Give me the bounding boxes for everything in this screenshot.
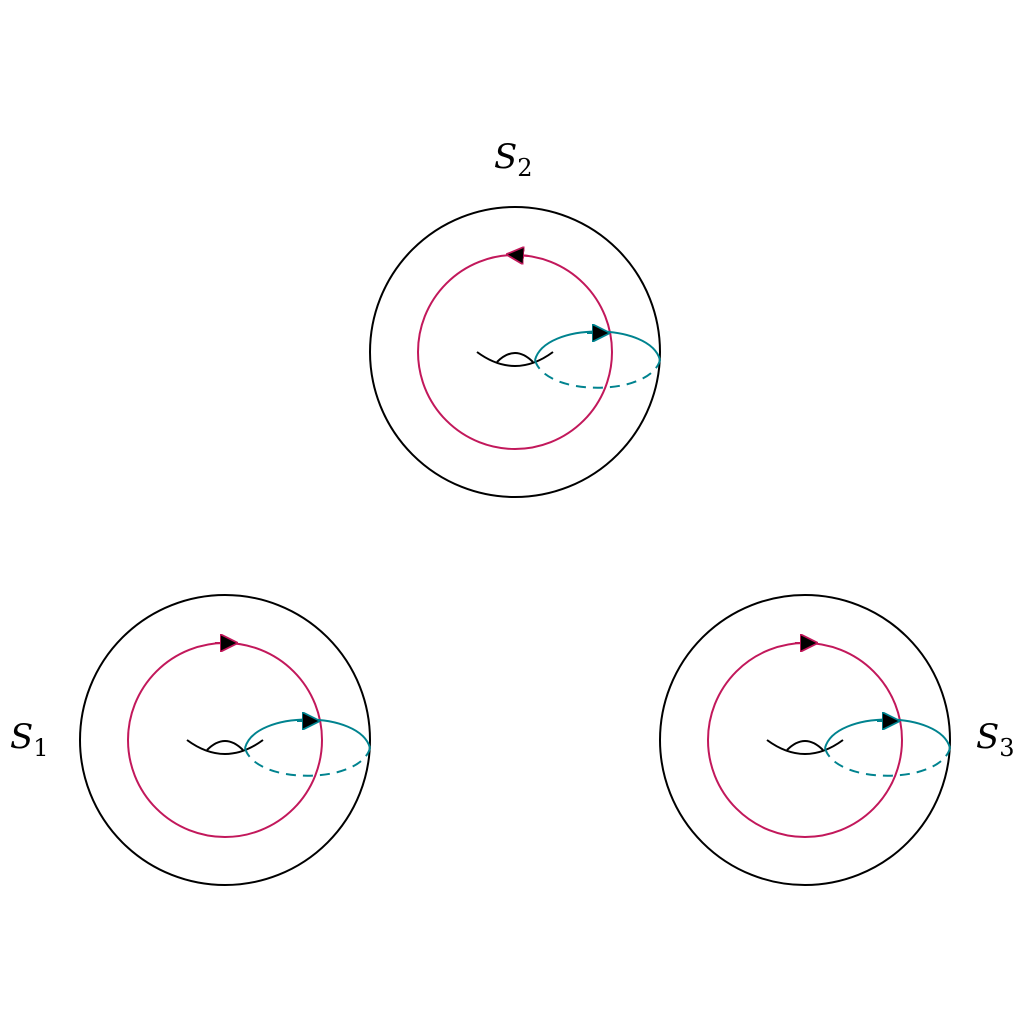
label-s1: S1 xyxy=(10,720,49,760)
label-s3-sub: 3 xyxy=(999,734,1015,762)
longitude-curve-back xyxy=(534,359,661,389)
torus-s1 xyxy=(79,594,371,886)
longitude-curve-front xyxy=(244,718,371,749)
label-s3: S3 xyxy=(976,720,1015,760)
torus-s3 xyxy=(659,594,951,886)
torus-hole-upper xyxy=(186,739,264,755)
longitude-curve-front xyxy=(824,718,951,749)
torus-hole-upper xyxy=(766,739,844,755)
torus-s2 xyxy=(369,206,661,498)
torus-outline xyxy=(79,594,371,886)
meridian-arrow xyxy=(515,255,530,256)
torus-hole-upper xyxy=(476,351,554,367)
torus-hole-lower xyxy=(206,740,244,751)
label-s2-main: S xyxy=(494,137,518,177)
torus-outline xyxy=(659,594,951,886)
label-s1-sub: 1 xyxy=(33,734,49,762)
torus-outline xyxy=(369,206,661,498)
torus-hole-lower xyxy=(786,740,824,751)
label-s2: S2 xyxy=(494,140,533,180)
torus-hole-lower xyxy=(496,352,534,363)
label-s1-main: S xyxy=(10,717,34,757)
longitude-curve-back xyxy=(824,747,951,777)
label-s3-main: S xyxy=(976,717,1000,757)
label-s2-sub: 2 xyxy=(517,154,533,182)
longitude-curve-back xyxy=(244,747,371,777)
longitude-curve-front xyxy=(534,330,661,361)
